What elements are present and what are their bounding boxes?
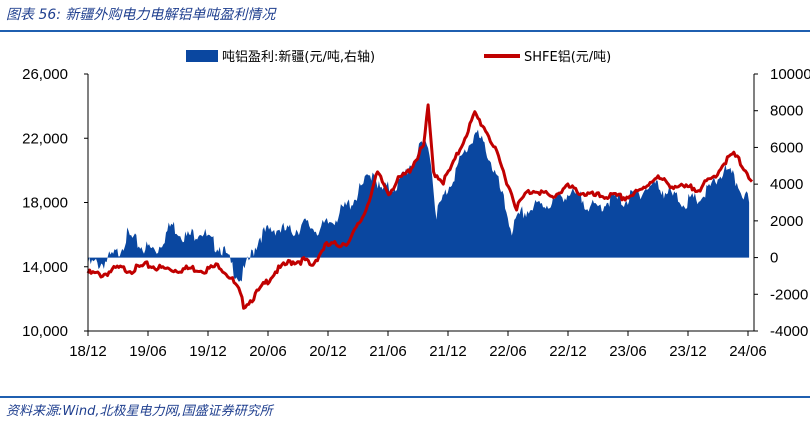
left-tick-label: 26,000	[22, 66, 68, 83]
profit-area	[88, 129, 750, 282]
source-note: 资料来源:Wind,北极星电力网,国盛证券研究所	[6, 404, 273, 419]
left-tick-label: 10,000	[22, 323, 68, 340]
x-tick-label: 21/06	[369, 343, 407, 360]
bottom-rule	[0, 396, 810, 398]
x-tick-label: 19/12	[189, 343, 227, 360]
legend-line-label: SHFE铝(元/吨)	[524, 50, 611, 65]
plot-area	[86, 103, 754, 310]
figure-title: 图表 56: 新疆外购电力电解铝单吨盈利情况	[6, 7, 276, 23]
chart: 吨铝盈利:新疆(元/吨,右轴) SHFE铝(元/吨) 10,00014,0001…	[22, 49, 810, 360]
right-tick-label: 6000	[770, 139, 803, 156]
shfe-line	[86, 103, 754, 310]
right-tick-label: 8000	[770, 103, 803, 120]
right-tick-label: -4000	[770, 323, 808, 340]
x-tick-label: 23/12	[669, 343, 707, 360]
right-tick-label: -2000	[770, 286, 808, 303]
left-tick-label: 18,000	[22, 195, 68, 212]
x-tick-label: 20/06	[249, 343, 287, 360]
x-tick-label: 21/12	[429, 343, 467, 360]
x-tick-label: 19/06	[129, 343, 167, 360]
x-tick-label: 22/12	[549, 343, 587, 360]
x-tick-label: 24/06	[729, 343, 767, 360]
x-tick-label: 20/12	[309, 343, 347, 360]
right-tick-label: 0	[770, 250, 778, 267]
left-tick-label: 14,000	[22, 259, 68, 276]
left-tick-label: 22,000	[22, 130, 68, 147]
x-tick-label: 18/12	[69, 343, 107, 360]
right-tick-label: 4000	[770, 176, 803, 193]
legend-area-swatch	[186, 50, 218, 62]
right-tick-label: 10000	[770, 66, 810, 83]
legend-area-label: 吨铝盈利:新疆(元/吨,右轴)	[222, 49, 375, 65]
right-tick-label: 2000	[770, 213, 803, 230]
x-tick-label: 23/06	[609, 343, 647, 360]
axes: 10,000 14,000 18,000 22,000 26,000 -4000 -2000…	[22, 66, 810, 360]
legend: 吨铝盈利:新疆(元/吨,右轴) SHFE铝(元/吨)	[186, 49, 611, 65]
top-rule	[0, 30, 810, 32]
x-tick-label: 22/06	[489, 343, 527, 360]
